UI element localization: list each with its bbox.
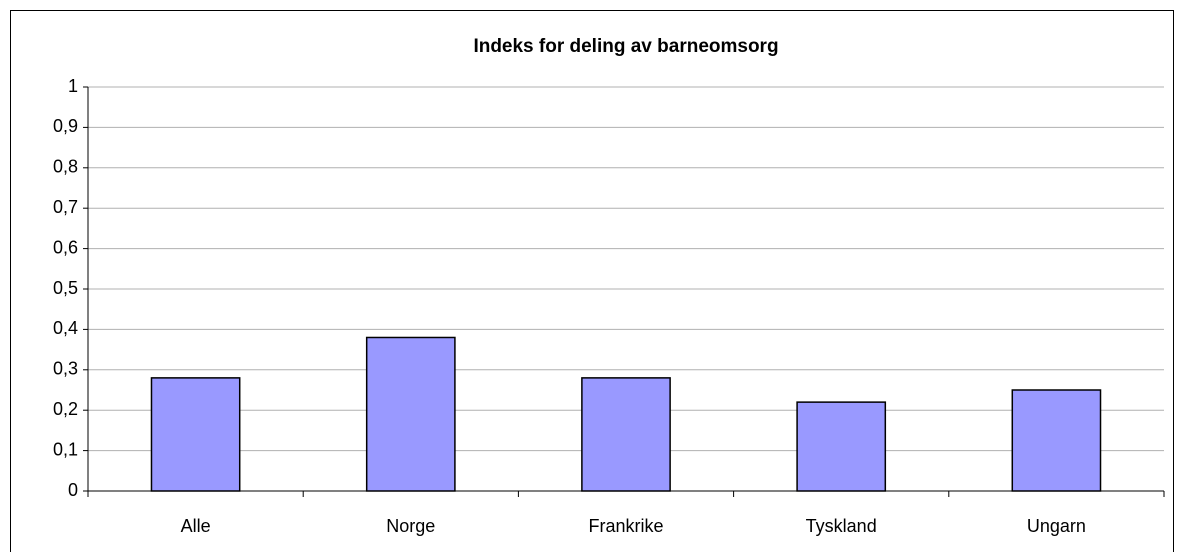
y-tick-label: 0,7 bbox=[53, 197, 78, 217]
y-tick-label: 0,8 bbox=[53, 157, 78, 177]
y-tick-label: 1 bbox=[68, 76, 78, 96]
y-tick-label: 0,2 bbox=[53, 399, 78, 419]
y-tick-label: 0,4 bbox=[53, 318, 78, 338]
y-tick-label: 0,5 bbox=[53, 278, 78, 298]
bar bbox=[581, 377, 671, 492]
y-tick-label: 0 bbox=[68, 480, 78, 500]
x-tick-label: Tyskland bbox=[806, 516, 877, 536]
y-tick-label: 0,9 bbox=[53, 116, 78, 136]
x-tick-label: Alle bbox=[181, 516, 211, 536]
bar bbox=[796, 401, 887, 492]
bar bbox=[150, 377, 241, 492]
y-tick-label: 0,3 bbox=[53, 359, 78, 379]
chart-title: Indeks for deling av barneomsorg bbox=[473, 36, 778, 57]
x-tick-label: Frankrike bbox=[588, 516, 663, 536]
bar bbox=[365, 336, 456, 492]
x-tick-label: Ungarn bbox=[1027, 516, 1086, 536]
y-tick-label: 0,6 bbox=[53, 237, 78, 257]
y-tick-label: 0,1 bbox=[53, 439, 78, 459]
bar bbox=[1011, 389, 1102, 492]
x-tick-label: Norge bbox=[386, 516, 435, 536]
